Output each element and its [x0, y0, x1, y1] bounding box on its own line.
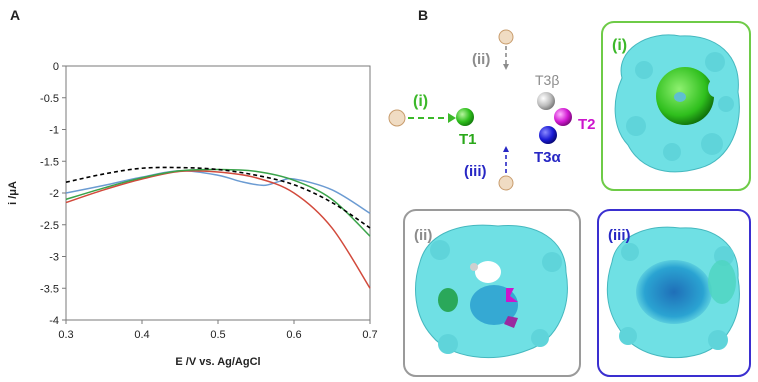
x-tick-label: 0.7: [362, 329, 377, 341]
y-tick-label: -4: [49, 315, 59, 327]
panel-a-letter: A: [10, 7, 21, 23]
x-tick-label: 0.4: [134, 329, 149, 341]
x-tick-label: 0.5: [210, 329, 225, 341]
y-tick-label: 0: [53, 61, 59, 73]
x-axis: 0.3 0.4 0.5 0.6 0.7: [58, 320, 378, 341]
pathway-iii-label: (iii): [464, 163, 487, 180]
inset-ii: [403, 209, 581, 377]
series-line-2: [65, 170, 371, 289]
pathway-i-arrow: [388, 109, 456, 127]
t3-beta-site: [537, 92, 555, 110]
y-tick-label: -3: [49, 252, 59, 264]
t3-alpha-label: T3α: [534, 149, 562, 166]
y-axis: 0 -0.5 -1 -1.5 -2 -2.5 -3 -3.5 -4: [40, 61, 66, 327]
t2-site: [554, 108, 572, 126]
inset-iii: [597, 209, 751, 377]
series-group: [65, 166, 371, 289]
y-tick-label: -1: [49, 125, 59, 137]
y-tick-label: -2: [49, 188, 59, 200]
panel-b-letter: B: [418, 7, 429, 23]
pathway-ii-label: (ii): [472, 51, 490, 68]
y-tick-label: -3.5: [40, 283, 59, 295]
series-line-3: [65, 168, 371, 237]
pathway-iii-arrow: [498, 146, 514, 191]
pathway-ii-arrow: [498, 29, 514, 70]
y-axis-label: i /μA: [7, 181, 19, 205]
t3-beta-label: T3β: [535, 72, 559, 88]
y-tick-label: -2.5: [40, 220, 59, 232]
pathway-i-label: (i): [413, 93, 428, 110]
x-axis-label: E /V vs. Ag/AgCl: [175, 356, 260, 368]
t3-alpha-site: [539, 126, 557, 144]
y-tick-label: -0.5: [40, 93, 59, 105]
inset-i: [601, 21, 751, 191]
y-tick-label: -1.5: [40, 156, 59, 168]
t2-label: T2: [578, 116, 596, 133]
t1-site: [456, 108, 474, 126]
series-line-1: [65, 170, 371, 214]
x-tick-label: 0.3: [58, 329, 73, 341]
voltammetry-chart: 0-0.5-1-1.5-2-2.5-3-3.5-4 0.3 0.4 0.5 0.6 0.…: [7, 61, 378, 368]
series-line-4: [65, 166, 371, 229]
inset-ii-label: (ii): [414, 227, 432, 244]
inset-iii-label: (iii): [608, 227, 631, 244]
t1-label: T1: [459, 131, 477, 148]
x-tick-label: 0.6: [286, 329, 301, 341]
inset-i-label: (i): [612, 37, 627, 54]
